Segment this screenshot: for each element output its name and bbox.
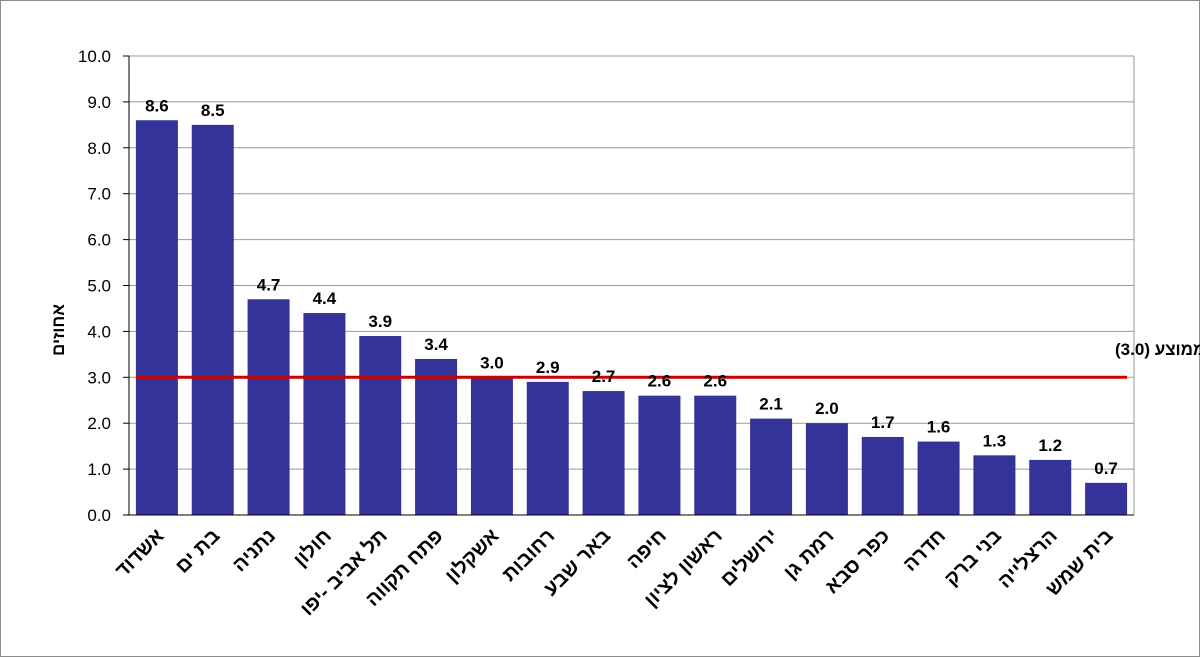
- data-label: 2.1: [759, 395, 783, 414]
- category-label: ירושלים: [717, 525, 783, 591]
- data-label: 2.0: [815, 399, 839, 418]
- y-tick-label: 2.0: [87, 414, 111, 433]
- data-label: 1.2: [1038, 436, 1062, 455]
- data-label: 1.7: [871, 413, 895, 432]
- bar: [303, 313, 346, 515]
- category-label: חולון: [290, 525, 336, 571]
- data-label: 3.9: [368, 312, 392, 331]
- bar: [526, 381, 569, 515]
- y-tick-label: 0.0: [87, 506, 111, 525]
- y-tick-labels: 0.0 1.0 2.0 3.0 4.0 5.0 6.0 7.0 8.0 9.0 10.0: [78, 47, 111, 525]
- axes-group: [128, 56, 1135, 516]
- y-tick-label: 9.0: [87, 93, 111, 112]
- category-label: נתניה: [229, 525, 280, 576]
- y-tick-label: 1.0: [87, 460, 111, 479]
- y-tick-label: 10.0: [78, 47, 111, 66]
- bar: [805, 423, 848, 515]
- y-tick-label: 3.0: [87, 368, 111, 387]
- data-label: 2.6: [648, 372, 672, 391]
- bar: [582, 391, 625, 515]
- data-label: 0.7: [1094, 459, 1118, 478]
- category-label: חדרה: [899, 525, 950, 576]
- bars-group: [135, 120, 1128, 515]
- bar: [694, 395, 737, 515]
- data-label: 8.5: [201, 101, 225, 120]
- data-label: 4.7: [257, 275, 281, 294]
- data-label: 4.4: [313, 289, 337, 308]
- bar: [750, 418, 793, 515]
- bar: [1029, 459, 1072, 515]
- y-tick-label: 6.0: [87, 231, 111, 250]
- data-label: 2.9: [536, 358, 560, 377]
- bar: [917, 441, 960, 515]
- bar: [135, 120, 178, 515]
- bar: [247, 299, 290, 515]
- average-line-label: ממוצע (3.0): [1115, 340, 1200, 359]
- data-label: 3.4: [424, 335, 448, 354]
- category-label: בת ים: [171, 525, 224, 578]
- category-label: אשקלון: [441, 525, 503, 587]
- data-label: 3.0: [480, 353, 504, 372]
- bar: [470, 377, 513, 515]
- data-label: 2.7: [592, 367, 616, 386]
- category-label: חיפה: [623, 525, 671, 573]
- y-tick-label: 7.0: [87, 185, 111, 204]
- y-tick-label: 8.0: [87, 139, 111, 158]
- category-label: אשדוד: [111, 525, 168, 582]
- data-label: 2.6: [703, 372, 727, 391]
- data-label: 8.6: [145, 96, 169, 115]
- bar: [638, 395, 681, 515]
- data-label: 1.3: [983, 431, 1007, 450]
- bar: [861, 436, 904, 515]
- bar: [973, 455, 1016, 515]
- y-tick-label: 4.0: [87, 322, 111, 341]
- y-tick-label: 5.0: [87, 277, 111, 296]
- data-label: 1.6: [927, 418, 951, 437]
- bar: [359, 335, 402, 515]
- bar: [1085, 482, 1128, 515]
- bar: [191, 124, 234, 515]
- bar: [415, 358, 458, 515]
- y-axis-label: אחוזים: [49, 304, 68, 356]
- data-labels: 8.6 8.5 4.7 4.4 3.9 3.4 3.0 2.9 2.7 2.6 2.6 2.1 2.0 1…: [145, 96, 1118, 478]
